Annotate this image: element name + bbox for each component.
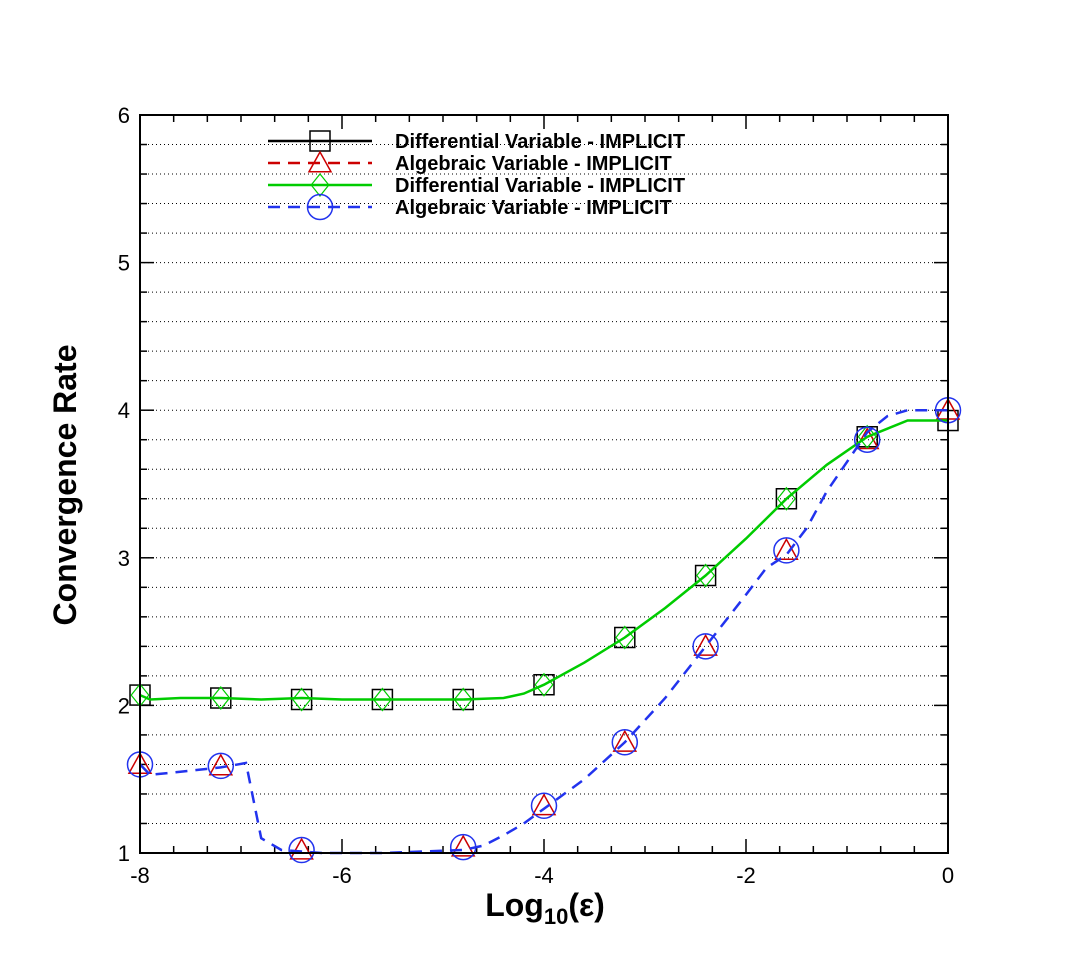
series-4-marker bbox=[530, 792, 558, 820]
series-3-line bbox=[139, 419, 948, 701]
series-4-marker bbox=[853, 426, 881, 453]
series-3-marker bbox=[776, 486, 796, 511]
series-2-marker bbox=[289, 837, 314, 860]
series-3-marker bbox=[857, 424, 877, 449]
series-1-marker bbox=[775, 488, 798, 510]
x-tick-label: -8 bbox=[130, 863, 150, 888]
legend-item: Differential Variable - IMPLICIT bbox=[268, 173, 685, 197]
y-tick-label: 3 bbox=[118, 546, 130, 571]
x-axis-title: Log10(ε) bbox=[485, 887, 605, 929]
x-tick-label: -2 bbox=[736, 863, 756, 888]
series-3-marker bbox=[615, 625, 635, 650]
series-3-marker bbox=[696, 563, 716, 588]
legend-swatch-marker bbox=[310, 173, 330, 197]
series-3-marker bbox=[292, 687, 312, 712]
series-4-marker bbox=[692, 633, 719, 660]
y-tick-label: 5 bbox=[118, 251, 130, 276]
y-tick-label: 6 bbox=[118, 103, 130, 128]
legend-swatch-marker bbox=[306, 193, 334, 221]
tick-labels: 1 2 3 4 5 6 -8 -6 -4 -2 0 bbox=[118, 103, 954, 888]
series-3-marker bbox=[211, 686, 231, 710]
series-4-marker bbox=[449, 833, 477, 861]
series-1-marker bbox=[533, 673, 555, 696]
series-1-marker bbox=[694, 564, 717, 587]
x-tick-label: -4 bbox=[534, 863, 554, 888]
plot-frame bbox=[139, 114, 949, 854]
series-3-marker bbox=[372, 687, 392, 712]
series-2-marker bbox=[693, 633, 718, 656]
legend-label: Algebraic Variable - IMPLICIT bbox=[395, 153, 672, 175]
series-4-marker bbox=[288, 836, 315, 864]
legend-label: Differential Variable - IMPLICIT bbox=[395, 175, 685, 197]
series-2-marker bbox=[450, 834, 476, 857]
series-2-marker bbox=[208, 753, 234, 776]
series-3-marker bbox=[534, 672, 554, 697]
series-4-marker bbox=[611, 729, 639, 756]
y-tick-label: 2 bbox=[118, 693, 130, 718]
series-4-marker bbox=[773, 537, 800, 564]
legend-label: Differential Variable - IMPLICIT bbox=[395, 131, 685, 153]
x-tick-label: 0 bbox=[942, 863, 954, 888]
legend-item: Differential Variable - IMPLICIT bbox=[268, 130, 685, 153]
series-2-marker bbox=[612, 729, 638, 752]
legend-item: Algebraic Variable - IMPLICIT bbox=[268, 150, 672, 175]
y-tick-label: 4 bbox=[118, 398, 130, 423]
plot-area bbox=[126, 396, 962, 864]
series-4-marker bbox=[207, 752, 235, 780]
legend-item: Algebraic Variable - IMPLICIT bbox=[268, 193, 672, 221]
legend-label: Algebraic Variable - IMPLICIT bbox=[395, 197, 672, 219]
legend-swatch-marker bbox=[307, 150, 333, 173]
y-axis-title: Convergence Rate bbox=[47, 345, 83, 626]
series-4-line bbox=[139, 408, 948, 855]
series-1-marker bbox=[614, 626, 636, 649]
series-3-marker bbox=[453, 687, 473, 712]
y-tick-label: 1 bbox=[118, 841, 130, 866]
legend: Differential Variable - IMPLICITAlgebrai… bbox=[268, 130, 685, 221]
grid bbox=[140, 144, 948, 824]
series-3 bbox=[130, 419, 948, 712]
x-tick-label: -6 bbox=[332, 863, 352, 888]
